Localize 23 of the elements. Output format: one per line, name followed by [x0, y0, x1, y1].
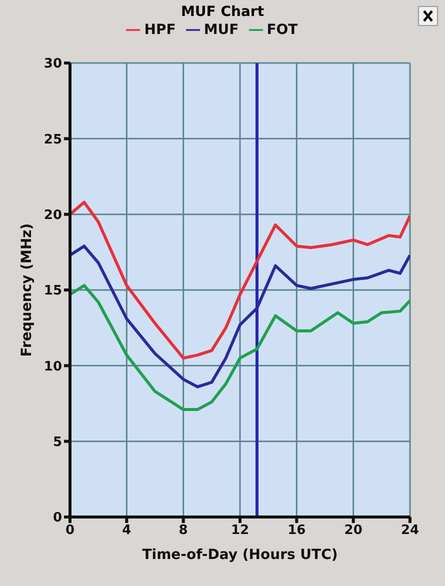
y-tick-label: 10: [44, 359, 62, 374]
y-axis-title: Frequency (MHz): [18, 223, 35, 357]
line-series: [70, 244, 410, 388]
legend-label: MUF: [204, 22, 239, 38]
x-tick-label: 4: [122, 523, 132, 538]
line-series: [70, 284, 410, 412]
x-tick-label: 0: [65, 523, 75, 538]
chart-title: MUF Chart: [180, 4, 266, 20]
x-axis-title: Time-of-Day (Hours UTC): [142, 547, 338, 563]
y-tick-label: 0: [52, 510, 62, 526]
legend-label: HPF: [144, 22, 176, 38]
x-tick-label: 16: [288, 523, 306, 538]
y-tick-label: 20: [44, 208, 62, 223]
y-tick-label: 15: [44, 284, 62, 299]
legend-label: FOT: [266, 22, 298, 38]
y-tick-label: 30: [44, 56, 62, 72]
x-tick-label: 8: [178, 523, 188, 538]
y-tick-label: 25: [44, 132, 62, 148]
x-tick-label: 20: [344, 523, 362, 538]
y-tick-label: 5: [52, 434, 62, 450]
line-series: [70, 200, 410, 360]
x-tick-label: 12: [230, 523, 250, 538]
x-tick-label: 24: [400, 523, 420, 538]
